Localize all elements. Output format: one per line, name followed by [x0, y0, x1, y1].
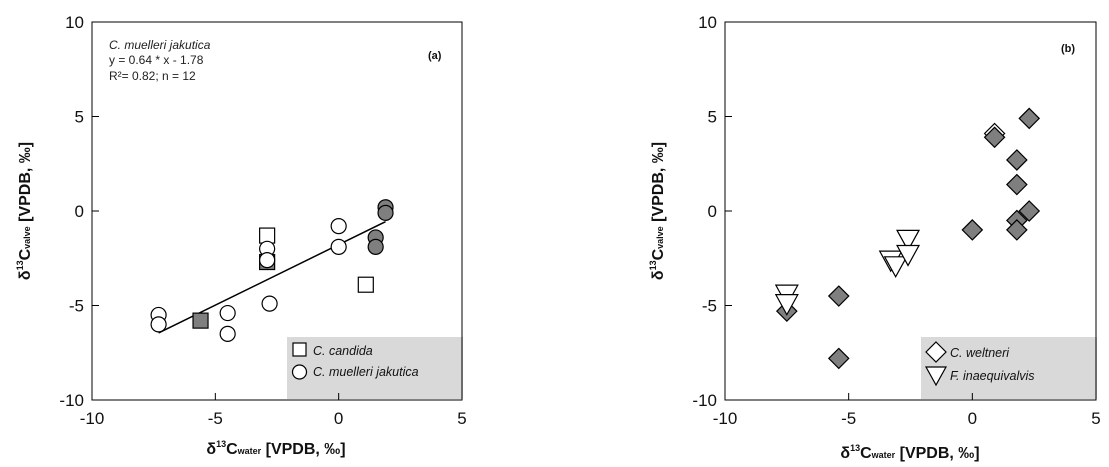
panel-a-y-axis-title: δ13Cvalve [VPDB, ‰] — [15, 142, 34, 280]
panel-a: -10 -5 0 5 10 5 0 -5 -10 (a) C. muelleri jakutic… — [15, 13, 467, 458]
panel-b-y-tick-label: 0 — [708, 202, 717, 221]
panel-a-circle-point — [261, 295, 278, 312]
panel-b-diamond-point — [1006, 173, 1028, 196]
panel-b-legend-triangle-icon — [924, 366, 948, 387]
panel-a-y-tick-label: -10 — [59, 391, 84, 410]
panel-a-circle-point — [330, 238, 347, 256]
panel-b-y-tick-label: 10 — [698, 13, 717, 32]
panel-a-marks — [150, 199, 394, 342]
panel-a-circle-point — [330, 218, 347, 235]
panel-b-x-axis-title: δ13Cwater [VPDB, ‰] — [840, 443, 979, 462]
panel-a-circle-point — [219, 304, 236, 322]
panel-b-diamond-point — [1006, 219, 1028, 241]
panel-a-y-tick-label: -5 — [69, 297, 84, 316]
panel-b-y-tick-label: 5 — [708, 108, 717, 127]
panel-a-y-tick-label: 0 — [75, 202, 84, 221]
panel-b-x-tick-label: -5 — [841, 409, 856, 428]
panel-b-diamond-point — [1006, 149, 1028, 171]
panel-a-x-tick-label: 0 — [334, 409, 343, 428]
panel-b-triangle-point — [883, 256, 908, 279]
panel-a-legend-label-2: C. muelleri jakutica — [313, 365, 419, 379]
panel-a-y-tick-label: 10 — [65, 13, 84, 32]
panel-b-diamond-point — [1018, 200, 1041, 222]
panel-a-circle-point — [259, 252, 276, 269]
panel-a-circle-point — [367, 238, 384, 256]
panel-a-annotation-line-3: R²= 0.82; n = 12 — [109, 69, 196, 83]
panel-b-y-tick-label: -5 — [702, 297, 717, 316]
panel-a-circle-point — [219, 325, 236, 342]
panel-b-triangle-point — [896, 229, 921, 252]
panel-b-diamond-point — [827, 285, 850, 307]
panel-b-legend-label-2: F. inaequivalvis — [950, 369, 1035, 383]
panel-b-triangle-point — [774, 294, 799, 316]
panel-b-x-tick-label: 5 — [1091, 409, 1100, 428]
panel-a-x-tick-label: 5 — [457, 409, 466, 428]
panel-a-ticks: -10 -5 0 5 10 5 0 -5 -10 — [59, 13, 466, 428]
panel-b-legend-box — [921, 337, 1097, 399]
panel-b-legend-diamond-icon — [925, 341, 947, 363]
panel-a-legend-square-icon — [292, 342, 307, 357]
panel-b-diamond-point — [961, 219, 984, 241]
panel-b-label: (b) — [1061, 43, 1075, 55]
panel-b-diamond-point — [1018, 107, 1041, 130]
panel-a-legend-label-1: C. candida — [313, 344, 373, 358]
panel-a-x-axis-title: δ13Cwater [VPDB, ‰] — [206, 439, 345, 458]
panel-b-legend-label-1: C. weltneri — [950, 346, 1010, 360]
panel-a-x-tick-label: -5 — [208, 409, 223, 428]
panel-a-legend-box — [287, 337, 463, 399]
panel-a-legend-circle-icon — [291, 364, 308, 380]
panel-b: -10 -5 0 5 10 5 0 -5 -10 (b) C. weltneri F. inae… — [648, 13, 1101, 462]
panel-a-label: (a) — [428, 50, 442, 62]
panel-a-circle-point — [377, 204, 394, 221]
panel-a-x-tick-label: -10 — [80, 409, 105, 428]
panel-b-marks — [774, 107, 1041, 370]
panel-b-y-tick-label: -10 — [692, 391, 717, 410]
panel-b-diamond-point — [827, 347, 850, 370]
panel-a-circle-point — [150, 316, 167, 333]
panel-b-y-axis-title: δ13Cvalve [VPDB, ‰] — [648, 142, 667, 280]
panel-a-annotation-line-1: C. muelleri jakutica — [109, 38, 211, 52]
panel-b-triangle-point — [896, 244, 921, 267]
panel-a-y-tick-label: 5 — [75, 108, 84, 127]
panel-b-x-tick-label: 0 — [968, 409, 977, 428]
panel-a-square-point — [192, 312, 209, 329]
panel-b-ticks: -10 -5 0 5 10 5 0 -5 -10 — [692, 13, 1100, 428]
panel-a-square-point — [357, 276, 374, 293]
panel-a-annotation-line-2: y = 0.64 * x - 1.78 — [109, 53, 204, 67]
panel-b-diamond-point — [983, 126, 1006, 149]
panel-b-x-tick-label: -10 — [713, 409, 738, 428]
